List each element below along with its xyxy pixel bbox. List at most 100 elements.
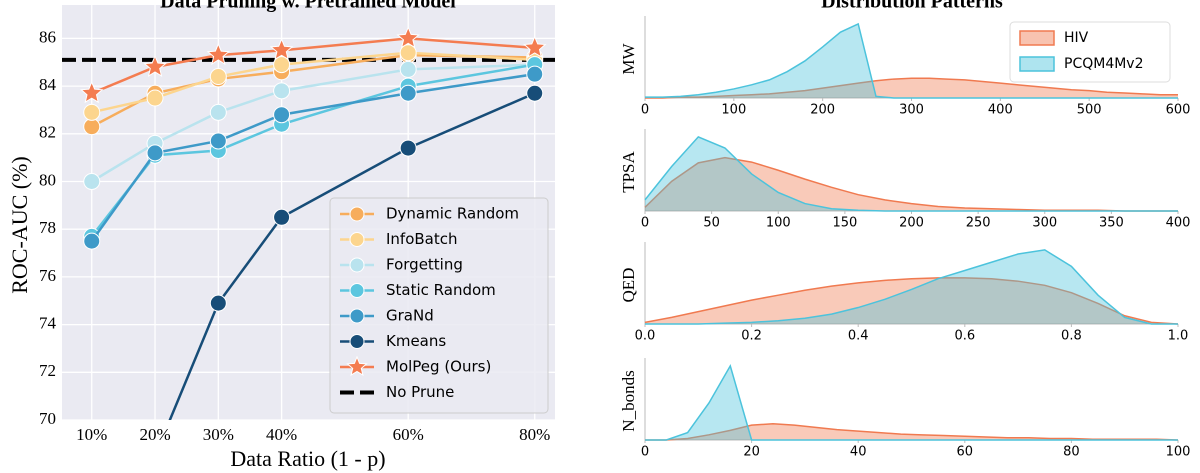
x-tick-label: 80 xyxy=(1063,445,1080,460)
density-line xyxy=(644,277,1179,325)
y-tick-label: 78 xyxy=(39,218,56,237)
x-tick-label: 100 xyxy=(766,216,791,231)
legend-box xyxy=(1009,21,1171,83)
x-tick-label: 300 xyxy=(1032,216,1057,231)
density-line xyxy=(644,136,1178,212)
density-fill xyxy=(645,23,1178,98)
data-point xyxy=(399,60,417,78)
legend-label: MolPeg (Ours) xyxy=(386,358,491,376)
x-tick-label: 40 xyxy=(850,445,867,460)
y-axis-label: N_bonds xyxy=(619,370,638,431)
data-point xyxy=(146,144,164,162)
legend-swatch xyxy=(349,206,365,222)
x-tick-label: 20 xyxy=(743,445,760,460)
data-point xyxy=(209,103,227,121)
plot-area xyxy=(62,26,555,420)
y-axis-label: ROC-AUC (%) xyxy=(7,156,32,294)
y-tick-label: 82 xyxy=(39,123,56,142)
y-tick-label: 72 xyxy=(39,361,56,380)
data-point xyxy=(209,294,227,312)
x-tick-label: 80% xyxy=(519,425,550,444)
x-tick-label: 0.0 xyxy=(635,329,656,344)
legend-swatch xyxy=(1019,30,1055,46)
density-fill xyxy=(645,423,1178,440)
data-point xyxy=(526,84,544,102)
x-tick-label: 0 xyxy=(641,216,649,231)
legend-label: InfoBatch xyxy=(386,230,458,248)
legend-label: Forgetting xyxy=(386,256,463,274)
data-point xyxy=(209,132,227,150)
density-fill xyxy=(645,365,1178,440)
legend-swatch xyxy=(349,308,365,324)
density-line xyxy=(645,363,1178,441)
legend-label: Kmeans xyxy=(386,332,446,350)
density-fill xyxy=(645,277,1178,324)
x-tick-label: 100 xyxy=(1166,445,1191,460)
data-point xyxy=(399,84,417,102)
data-point xyxy=(206,42,231,66)
data-point xyxy=(83,103,101,121)
x-tick-label: 0.2 xyxy=(741,329,762,344)
legend-swatch xyxy=(349,232,365,247)
x-tick-label: 150 xyxy=(832,216,857,231)
density-line xyxy=(645,22,1178,99)
x-tick-label: 0.4 xyxy=(848,329,869,344)
x-tick-label: 200 xyxy=(810,103,835,118)
density-line xyxy=(645,249,1178,325)
data-point xyxy=(83,118,101,136)
legend-swatch xyxy=(349,257,365,273)
legend-label: GraNd xyxy=(386,307,434,325)
series-line xyxy=(91,37,535,95)
data-point xyxy=(143,54,167,77)
x-tick-label: 250 xyxy=(966,216,991,231)
chart-title: Distribution Patterns xyxy=(821,0,1003,13)
data-point xyxy=(526,65,544,83)
x-tick-label: 500 xyxy=(1077,103,1102,118)
data-point xyxy=(523,35,547,58)
series-line xyxy=(91,63,535,183)
data-point xyxy=(273,82,291,100)
x-tick-label: 300 xyxy=(899,103,924,118)
y-tick-label: 74 xyxy=(39,314,57,333)
data-point xyxy=(273,106,291,124)
y-axis-label: TPSA xyxy=(619,150,638,192)
x-tick-label: 10% xyxy=(76,425,107,444)
y-tick-label: 76 xyxy=(39,266,56,285)
y-axis-label: QED xyxy=(619,268,638,303)
legend-label: Static Random xyxy=(386,281,496,299)
x-tick-label: 400 xyxy=(1166,216,1191,231)
series-line xyxy=(90,72,535,242)
series-line xyxy=(168,92,536,420)
data-point xyxy=(269,37,294,61)
y-axis-label: MW xyxy=(619,42,638,74)
data-point xyxy=(273,56,291,74)
x-axis-label: Data Ratio (1 - p) xyxy=(230,446,385,471)
data-point xyxy=(83,172,101,190)
legend-swatch xyxy=(349,283,365,298)
x-tick-label: 0 xyxy=(641,103,649,118)
x-tick-label: 60% xyxy=(393,425,424,444)
data-point xyxy=(396,26,420,49)
x-tick-label: 20% xyxy=(139,425,170,444)
data-point xyxy=(80,80,104,104)
x-tick-label: 600 xyxy=(1166,103,1191,118)
x-tick-label: 0.8 xyxy=(1061,329,1082,344)
x-tick-label: 60 xyxy=(957,445,974,460)
legend-label: HIV xyxy=(1064,30,1089,46)
x-tick-label: 200 xyxy=(899,216,924,231)
density-fill xyxy=(645,249,1178,324)
chart-title: Data Pruning w. Pretrained Model xyxy=(160,0,456,13)
x-tick-label: 400 xyxy=(988,103,1013,118)
density-line xyxy=(645,77,1178,99)
legend-swatch xyxy=(1019,56,1055,72)
data-point xyxy=(209,68,227,86)
legend-label: Dynamic Random xyxy=(386,205,519,223)
x-tick-label: 40% xyxy=(266,425,297,444)
density-line xyxy=(645,422,1179,441)
data-point xyxy=(273,208,291,226)
legend-swatch xyxy=(346,355,368,377)
y-tick-label: 80 xyxy=(39,170,56,189)
legend-label: PCQM4Mv2 xyxy=(1064,56,1144,72)
legend-box xyxy=(329,197,549,414)
